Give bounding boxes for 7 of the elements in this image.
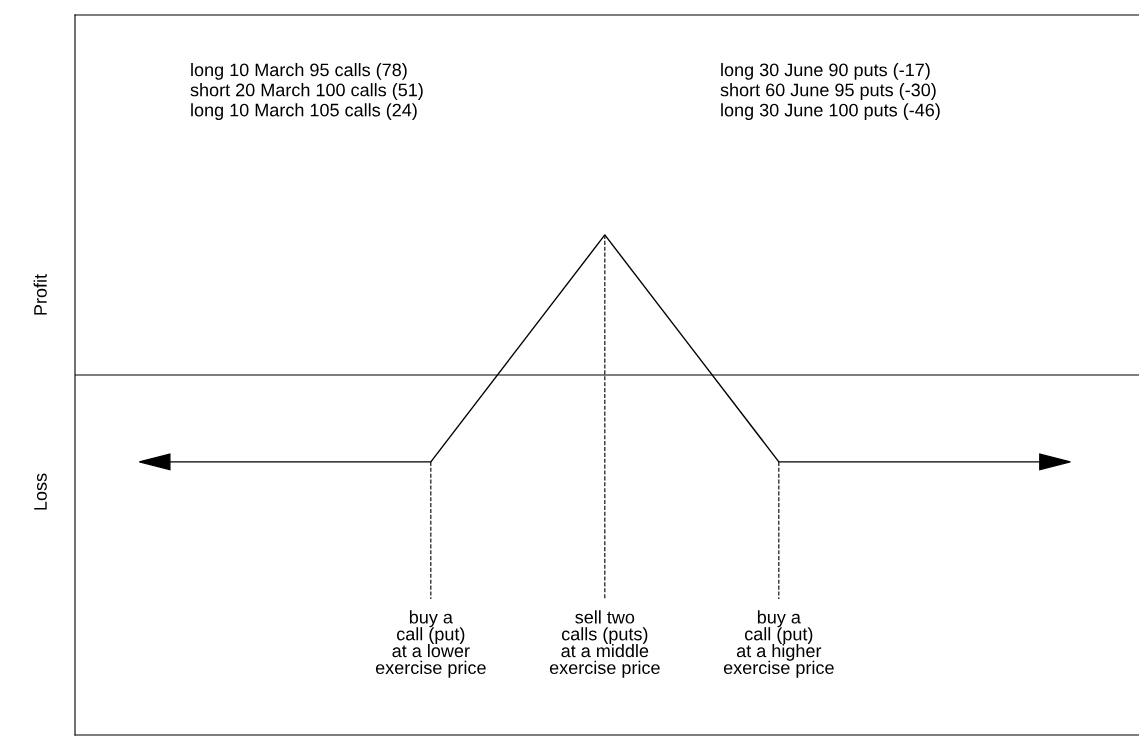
text: Profit <box>33 274 47 315</box>
text: long 10 March 95 calls (78) short 20 March 100 calls (51) long 10 March 105 calls (24) <box>190 63 423 121</box>
text: sell two calls (puts) at a middle exercise price <box>549 610 660 678</box>
text: buy a call (put) at a higher exercise price <box>723 610 834 678</box>
text: long 30 June 90 puts (-17) short 60 June 95 puts (-30) long 30 June 100 puts (-46) <box>720 63 940 121</box>
text: Loss <box>34 473 47 510</box>
text: buy a call (put) at a lower exercise price <box>375 610 486 678</box>
